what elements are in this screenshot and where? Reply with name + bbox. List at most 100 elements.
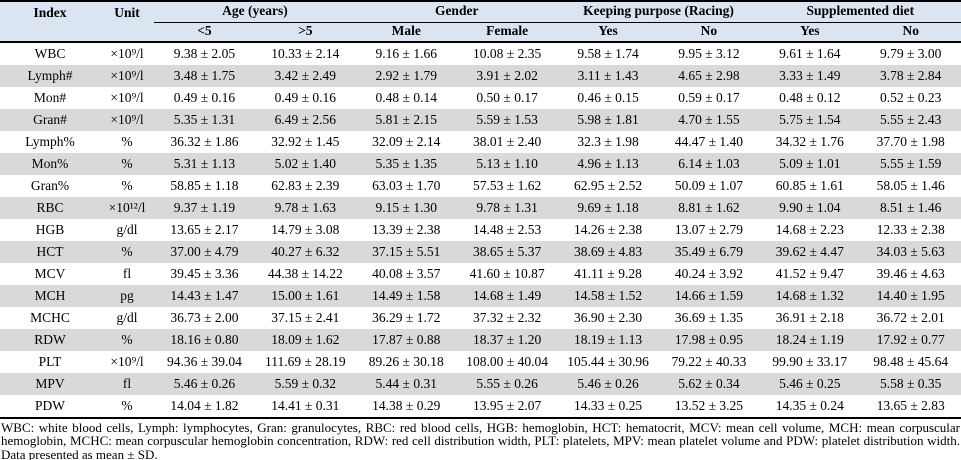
row-value: 18.19 ± 1.13 <box>573 332 643 347</box>
row-unit: ×10¹²/l <box>108 200 146 215</box>
row-value: 0.52 ± 0.23 <box>880 90 942 105</box>
row-index-label: Lymph% <box>25 134 75 149</box>
row-value: 12.33 ± 2.38 <box>876 222 945 237</box>
row-index-label: MCV <box>34 266 66 281</box>
row-value: 40.24 ± 3.92 <box>674 266 743 281</box>
row-unit: % <box>121 178 133 193</box>
row-value: 5.55 ± 1.59 <box>880 156 942 171</box>
table-row: PLT ×10⁹/l 94.36 ± 39.04 111.69 ± 28.19 89.2… <box>0 351 961 373</box>
row-value: 38.01 ± 2.40 <box>473 134 542 149</box>
row-index-label: MPV <box>35 376 65 391</box>
row-value: 10.08 ± 2.35 <box>473 46 542 61</box>
table-row: MCV fl 39.45 ± 3.36 44.38 ± 14.22 40.08 ± 3.… <box>0 263 961 285</box>
column-group-age: Age (years) <box>154 1 356 23</box>
row-value: 14.49 ± 1.58 <box>372 288 441 303</box>
row-value: 5.46 ± 0.26 <box>173 376 236 391</box>
table-row: Mon%% 5.31 ± 1.13 5.02 ± 1.40 5.35 ± 1.35 5.… <box>0 153 961 175</box>
table-row: MCHC g/dl 36.73 ± 2.00 37.15 ± 2.41 36.29 ± … <box>0 307 961 329</box>
row-value: 5.35 ± 1.35 <box>375 156 437 171</box>
table-row: HGB g/dl 13.65 ± 2.17 14.79 ± 3.08 13.39 ± 2… <box>0 219 961 241</box>
row-value: 9.95 ± 3.12 <box>678 46 740 61</box>
row-value: 108.00 ± 40.04 <box>466 354 548 369</box>
row-index-label: RBC <box>36 200 64 215</box>
row-value: 8.81 ± 1.62 <box>678 200 740 215</box>
column-header-age-under5: <5 <box>154 22 255 43</box>
row-value: 37.70 ± 1.98 <box>876 134 945 149</box>
row-value: 13.52 ± 3.25 <box>658 395 760 419</box>
row-value: 57.53 ± 1.62 <box>473 178 542 193</box>
row-value: 14.58 ± 1.52 <box>573 288 643 303</box>
column-group-gender: Gender <box>355 1 558 23</box>
row-value: 39.46 ± 4.63 <box>876 266 945 281</box>
row-value: 32.92 ± 1.45 <box>271 134 340 149</box>
row-value: 18.37 ± 1.20 <box>473 332 542 347</box>
row-index-label: WBC <box>34 46 66 61</box>
row-value: 36.69 ± 1.35 <box>674 310 743 325</box>
row-value: 36.73 ± 2.00 <box>170 310 239 325</box>
table-row: MCH pg 14.43 ± 1.47 15.00 ± 1.61 14.49 ± 1.5… <box>0 285 961 307</box>
row-value: 10.33 ± 2.14 <box>271 46 340 61</box>
table-row: WBC ×10⁹/l 9.38 ± 2.05 10.33 ± 2.14 9.16 ± 1… <box>0 42 961 65</box>
table-footnote: WBC: white blood cells, Lymph: lymphocyt… <box>1 420 960 460</box>
column-group-supplemented-diet: Supplemented diet <box>759 1 961 23</box>
row-value: 9.15 ± 1.30 <box>375 200 437 215</box>
row-value: 14.04 ± 1.82 <box>154 395 255 419</box>
row-value: 13.95 ± 2.07 <box>456 395 558 419</box>
row-value: 6.14 ± 1.03 <box>678 156 740 171</box>
row-unit: ×10⁹/l <box>110 90 144 105</box>
row-value: 14.35 ± 0.24 <box>759 395 861 419</box>
row-value: 36.29 ± 1.72 <box>372 310 441 325</box>
row-value: 9.58 ± 1.74 <box>577 46 639 61</box>
row-value: 0.49 ± 0.16 <box>274 90 337 105</box>
row-value: 37.32 ± 2.32 <box>473 310 542 325</box>
row-value: 39.62 ± 4.47 <box>775 244 844 259</box>
column-header-gender-female: Female <box>456 22 558 43</box>
row-value: 5.46 ± 0.25 <box>779 376 841 391</box>
row-index-label: Gran# <box>33 112 67 127</box>
row-value: 58.85 ± 1.18 <box>170 178 239 193</box>
row-unit: % <box>100 395 154 419</box>
row-value: 18.09 ± 1.62 <box>271 332 340 347</box>
row-value: 14.38 ± 0.29 <box>355 395 457 419</box>
row-unit: % <box>121 156 133 171</box>
row-value: 9.78 ± 1.63 <box>274 200 337 215</box>
row-value: 37.15 ± 2.41 <box>271 310 340 325</box>
row-value: 5.59 ± 1.53 <box>476 112 538 127</box>
table-row: RBC ×10¹²/l 9.37 ± 1.19 9.78 ± 1.63 9.15 ± 1… <box>0 197 961 219</box>
row-unit: % <box>121 134 133 149</box>
row-value: 9.78 ± 1.31 <box>476 200 538 215</box>
row-value: 14.26 ± 2.38 <box>573 222 643 237</box>
row-value: 14.33 ± 0.25 <box>557 395 659 419</box>
column-header-age-over5: >5 <box>254 22 356 43</box>
row-value: 9.69 ± 1.18 <box>577 200 639 215</box>
row-unit: ×10⁹/l <box>110 354 144 369</box>
row-value: 44.38 ± 14.22 <box>267 266 343 281</box>
table-row: Lymph# ×10⁹/l 3.48 ± 1.75 3.42 ± 2.49 2.92 ±… <box>0 65 961 87</box>
row-value: 38.69 ± 4.83 <box>573 244 643 259</box>
row-value: 32.09 ± 2.14 <box>372 134 441 149</box>
row-value: 3.78 ± 2.84 <box>880 68 942 83</box>
row-value: 5.59 ± 0.32 <box>274 376 337 391</box>
table-row: RDW% 18.16 ± 0.80 18.09 ± 1.62 17.87 ± 0.88… <box>0 329 961 351</box>
row-value: 38.65 ± 5.37 <box>473 244 542 259</box>
column-header-racing-no: No <box>658 22 760 43</box>
row-value: 39.45 ± 3.36 <box>170 266 239 281</box>
row-value: 3.33 ± 1.49 <box>779 68 841 83</box>
row-value: 3.11 ± 1.43 <box>577 68 639 83</box>
row-value: 4.70 ± 1.55 <box>678 112 740 127</box>
row-value: 15.00 ± 1.61 <box>271 288 340 303</box>
row-value: 9.38 ± 2.05 <box>173 46 236 61</box>
row-index-label: MCHC <box>30 310 70 325</box>
row-index-label: HCT <box>36 244 64 259</box>
row-index-label: Mon% <box>31 156 69 171</box>
row-value: 94.36 ± 39.04 <box>166 354 242 369</box>
header-group-row: Index Unit Age (years) Gender Keeping pu… <box>0 1 961 43</box>
row-value: 2.92 ± 1.79 <box>375 68 437 83</box>
row-value: 0.49 ± 0.16 <box>173 90 236 105</box>
row-value: 17.87 ± 0.88 <box>372 332 441 347</box>
row-value: 35.49 ± 6.79 <box>674 244 743 259</box>
row-index-label: PLT <box>38 354 62 369</box>
row-value: 5.98 ± 1.81 <box>577 112 639 127</box>
row-value: 13.65 ± 2.83 <box>860 395 961 419</box>
row-value: 9.61 ± 1.64 <box>779 46 841 61</box>
